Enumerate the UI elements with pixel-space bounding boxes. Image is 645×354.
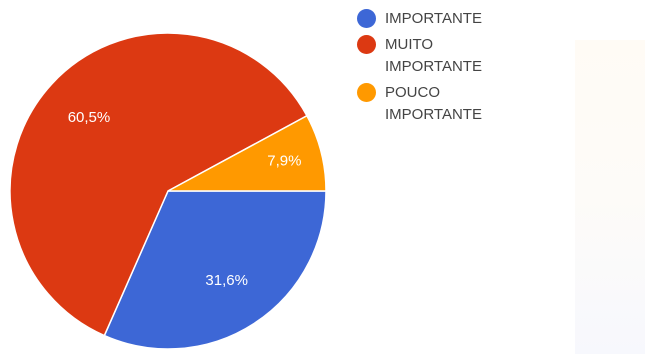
legend-swatch-pouco-importante [357, 83, 376, 102]
pie-label-pouco-importante: 7,9% [267, 152, 301, 169]
legend-item-importante[interactable]: IMPORTANTE [357, 8, 557, 30]
pie-slice-pouco-importante[interactable] [167, 114, 327, 192]
pie-labels: 31,6% 60,5% 7,9% [68, 109, 302, 289]
pie-label-importante: 31,6% [205, 272, 248, 289]
background-glow [575, 40, 645, 354]
legend-item-muito-importante[interactable]: MUITO IMPORTANTE [357, 34, 557, 78]
legend-label-importante: IMPORTANTE [385, 10, 482, 27]
chart-legend: IMPORTANTE MUITO IMPORTANTE POUCO IMPORT… [357, 8, 557, 130]
pie-chart: 31,6% 60,5% 7,9% [9, 32, 327, 350]
legend-label-muito-importante: MUITO IMPORTANTE [385, 36, 482, 75]
pie-slice-importante[interactable] [103, 190, 327, 350]
legend-item-pouco-importante[interactable]: POUCO IMPORTANTE [357, 82, 557, 126]
pie-slice-muito-importante[interactable] [9, 32, 308, 337]
legend-swatch-importante [357, 9, 376, 28]
legend-swatch-muito-importante [357, 35, 376, 54]
pie-label-muito-importante: 60,5% [68, 109, 111, 126]
pie-slices [9, 32, 327, 350]
legend-label-pouco-importante: POUCO IMPORTANTE [385, 84, 482, 123]
